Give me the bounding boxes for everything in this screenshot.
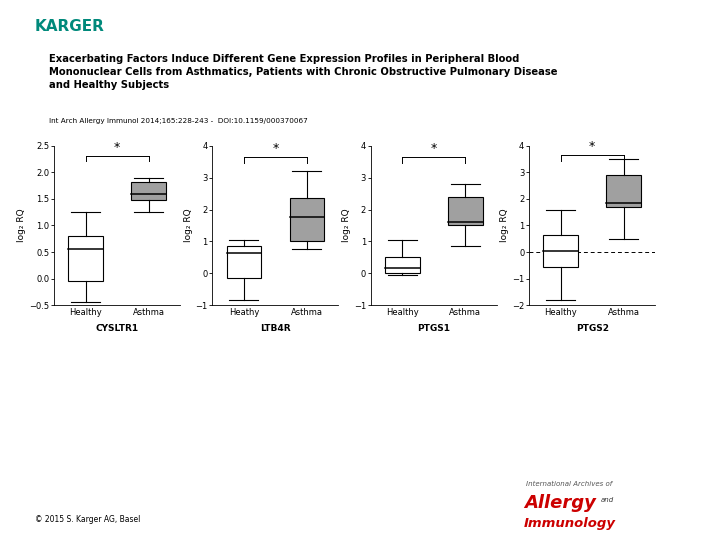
FancyBboxPatch shape [289, 198, 324, 241]
Y-axis label: log₂ RQ: log₂ RQ [342, 208, 351, 242]
FancyBboxPatch shape [544, 235, 578, 267]
FancyBboxPatch shape [385, 258, 420, 273]
X-axis label: PTGS1: PTGS1 [418, 324, 450, 333]
Y-axis label: log₂ RQ: log₂ RQ [17, 208, 26, 242]
Text: © 2015 S. Karger AG, Basel: © 2015 S. Karger AG, Basel [35, 515, 140, 524]
Text: *: * [589, 140, 595, 153]
Text: and: and [601, 497, 614, 503]
FancyBboxPatch shape [68, 236, 103, 281]
Y-axis label: log₂ RQ: log₂ RQ [184, 208, 192, 242]
FancyBboxPatch shape [606, 175, 641, 207]
Text: Allergy: Allergy [524, 494, 596, 512]
Text: Int Arch Allergy Immunol 2014;165:228-243 -  DOI:10.1159/000370067: Int Arch Allergy Immunol 2014;165:228-24… [49, 118, 307, 124]
Text: International Archives of: International Archives of [526, 481, 612, 487]
Text: Exacerbating Factors Induce Different Gene Expression Profiles in Peripheral Blo: Exacerbating Factors Induce Different Ge… [49, 54, 557, 90]
X-axis label: CYSLTR1: CYSLTR1 [96, 324, 138, 333]
Text: *: * [431, 141, 437, 154]
Text: KARGER: KARGER [35, 19, 104, 34]
FancyBboxPatch shape [448, 197, 482, 226]
Y-axis label: log₂ RQ: log₂ RQ [500, 208, 509, 242]
Text: *: * [114, 141, 120, 154]
X-axis label: LTB4R: LTB4R [260, 324, 291, 333]
FancyBboxPatch shape [227, 246, 261, 278]
X-axis label: PTGS2: PTGS2 [576, 324, 608, 333]
Text: Immunology: Immunology [524, 517, 616, 530]
Text: *: * [272, 141, 279, 154]
FancyBboxPatch shape [131, 182, 166, 200]
